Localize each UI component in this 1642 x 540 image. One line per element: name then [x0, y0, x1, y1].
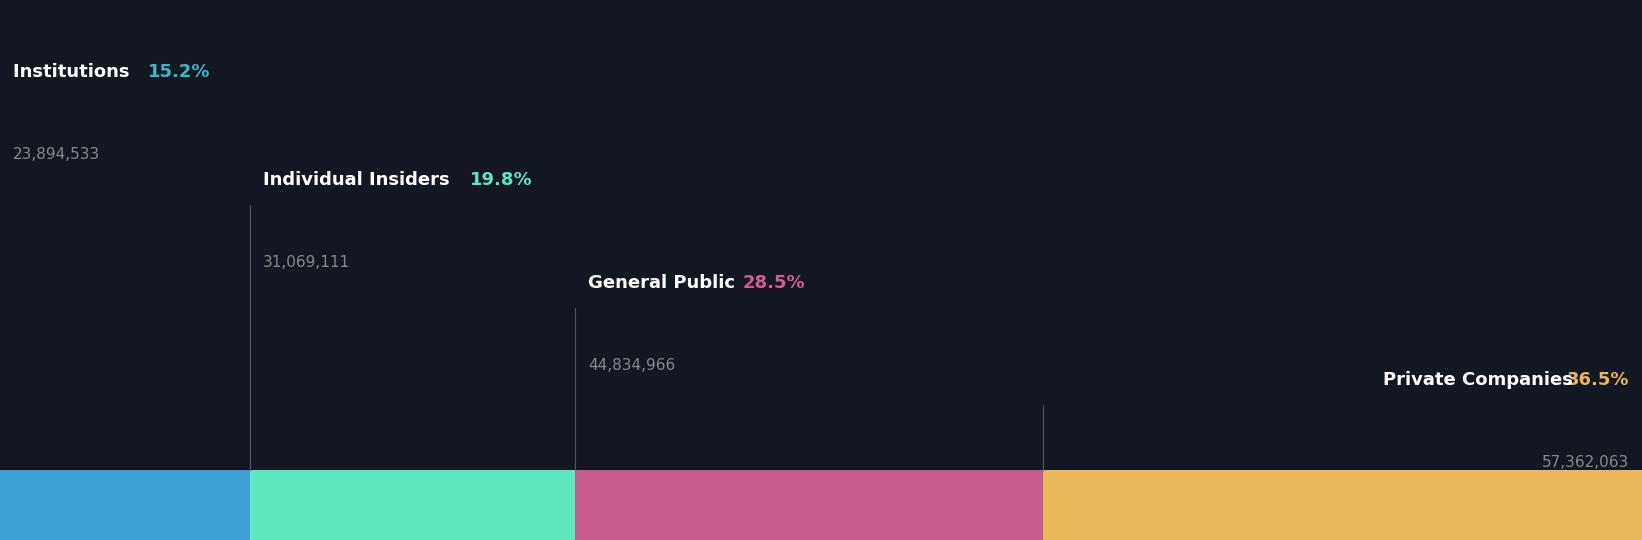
Text: Individual Insiders: Individual Insiders: [263, 171, 455, 189]
Text: 36.5%: 36.5%: [1566, 371, 1629, 389]
Text: Institutions: Institutions: [13, 63, 136, 81]
Bar: [575, 470, 1043, 540]
Bar: [0, 470, 250, 540]
Text: 44,834,966: 44,834,966: [588, 357, 675, 373]
Bar: [1043, 470, 1642, 540]
Text: Private Companies: Private Companies: [1384, 371, 1580, 389]
Text: General Public: General Public: [588, 274, 741, 292]
Text: 28.5%: 28.5%: [744, 274, 806, 292]
Text: 57,362,063: 57,362,063: [1542, 455, 1629, 470]
Text: 15.2%: 15.2%: [148, 63, 210, 81]
Bar: [250, 470, 575, 540]
Text: 19.8%: 19.8%: [470, 171, 532, 189]
Text: 23,894,533: 23,894,533: [13, 147, 100, 162]
Text: 31,069,111: 31,069,111: [263, 255, 350, 270]
